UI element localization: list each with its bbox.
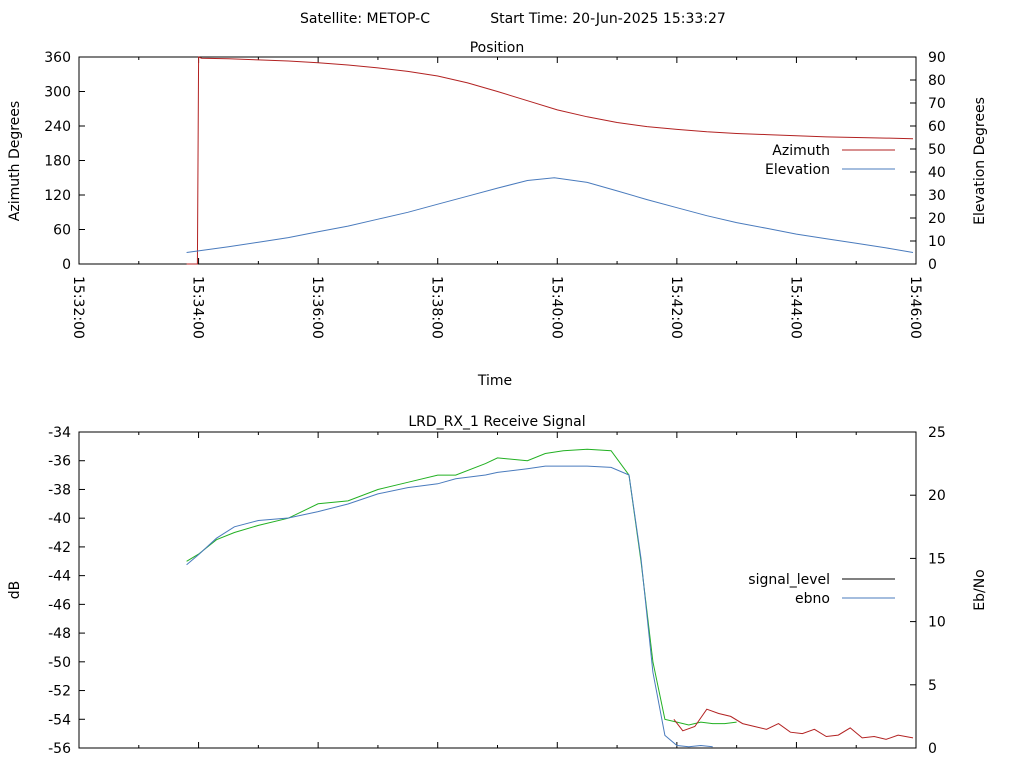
- x-tick-label: 15:34:00: [190, 276, 206, 339]
- receive-signal-chart: LRD_RX_1 Receive Signal dB Eb/No -56 -54 -…: [7, 414, 988, 757]
- position-chart-y2label: Elevation Degrees: [972, 97, 988, 225]
- x-tick-label: 15:36:00: [309, 276, 325, 339]
- y2-tick-label: 0: [928, 257, 937, 273]
- legend-label: Azimuth: [772, 143, 830, 159]
- y-tick-label: -36: [48, 454, 71, 470]
- y-tick-label: -34: [48, 425, 71, 441]
- y-tick-label: -52: [48, 684, 71, 700]
- position-chart-title: Position: [470, 40, 525, 56]
- y2-tick-label: 10: [928, 234, 946, 250]
- x-tick-label: 15:42:00: [668, 276, 684, 339]
- y-tick-label: -54: [48, 712, 71, 728]
- start-time-label: Start Time: 20-Jun-2025 15:33:27: [490, 11, 726, 27]
- y-tick-label: -40: [48, 511, 71, 527]
- y-tick-label: 360: [44, 50, 71, 66]
- position-chart-xlabel: Time: [477, 373, 512, 389]
- y-tick-label: 60: [53, 223, 71, 239]
- receive-signal-chart-ylabel: dB: [7, 581, 23, 600]
- legend-label: signal_level: [748, 572, 830, 588]
- y-tick-label: -48: [48, 626, 71, 642]
- y-tick-label: -50: [48, 655, 71, 671]
- y2-tick-label: 15: [928, 551, 946, 567]
- y-tick-label: -46: [48, 597, 71, 613]
- y2-tick-label: 80: [928, 73, 946, 89]
- x-tick-label: 15:40:00: [548, 276, 564, 339]
- series-line-Elevation: [186, 177, 914, 253]
- series-line-series-2: [673, 708, 914, 740]
- position-chart-ylabel: Azimuth Degrees: [7, 101, 23, 221]
- y2-tick-label: 70: [928, 96, 946, 112]
- y2-tick-label: 50: [928, 142, 946, 158]
- x-tick-label: 15:38:00: [429, 276, 445, 339]
- plot-frame-1: [78, 431, 917, 749]
- y-tick-label: -44: [48, 569, 71, 585]
- y2-tick-label: 0: [928, 741, 937, 757]
- series-line-Azimuth: [186, 56, 914, 265]
- y2-tick-label: 90: [928, 50, 946, 66]
- legend-label: ebno: [795, 591, 830, 607]
- y2-tick-label: 40: [928, 165, 946, 181]
- y2-tick-label: 20: [928, 211, 946, 227]
- series-line-signal_level: [186, 448, 737, 726]
- y2-tick-label: 60: [928, 119, 946, 135]
- receive-signal-chart-title: LRD_RX_1 Receive Signal: [408, 414, 585, 430]
- y2-tick-label: 5: [928, 678, 937, 694]
- y2-tick-label: 25: [928, 425, 946, 441]
- y-tick-label: -38: [48, 482, 71, 498]
- y-tick-label: 120: [44, 188, 71, 204]
- x-tick-label: 15:32:00: [70, 276, 86, 339]
- y2-tick-label: 20: [928, 488, 946, 504]
- legend-label: Elevation: [765, 162, 830, 178]
- y2-tick-label: 30: [928, 188, 946, 204]
- y-tick-label: 0: [62, 257, 71, 273]
- y-tick-label: 300: [44, 85, 71, 101]
- y-tick-label: 180: [44, 154, 71, 170]
- series-line-ebno: [186, 465, 713, 748]
- x-tick-label: 15:44:00: [787, 276, 803, 339]
- y2-tick-label: 10: [928, 615, 946, 631]
- y-tick-label: -56: [48, 741, 71, 757]
- x-tick-label: 15:46:00: [907, 276, 923, 339]
- y-tick-label: 240: [44, 119, 71, 135]
- satellite-label: Satellite: METOP-C: [300, 11, 430, 27]
- receive-signal-chart-y2label: Eb/No: [972, 569, 988, 611]
- position-chart: Position Time Azimuth Degrees Elevation …: [7, 40, 988, 389]
- y-tick-label: -42: [48, 540, 71, 556]
